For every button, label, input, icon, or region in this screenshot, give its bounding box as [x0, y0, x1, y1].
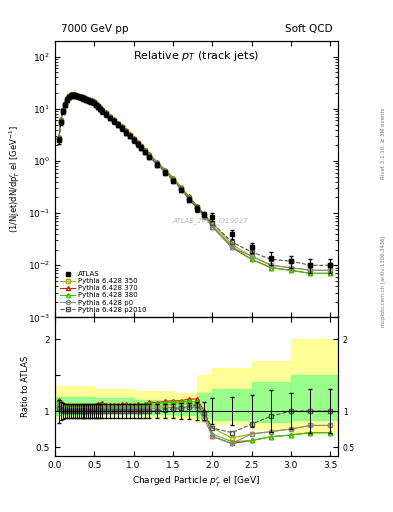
X-axis label: Charged Particle $p^{r}_{T}$ el [GeV]: Charged Particle $p^{r}_{T}$ el [GeV]: [132, 475, 261, 489]
Y-axis label: Ratio to ATLAS: Ratio to ATLAS: [21, 356, 30, 417]
Text: ATLAS_2011_I919017: ATLAS_2011_I919017: [173, 217, 248, 224]
Text: 7000 GeV pp: 7000 GeV pp: [61, 24, 128, 34]
Text: Rivet 3.1.10, ≥ 3M events: Rivet 3.1.10, ≥ 3M events: [381, 108, 386, 179]
Legend: ATLAS, Pythia 6.428 350, Pythia 6.428 370, Pythia 6.428 380, Pythia 6.428 p0, Py: ATLAS, Pythia 6.428 350, Pythia 6.428 37…: [59, 270, 148, 314]
Text: Soft QCD: Soft QCD: [285, 24, 332, 34]
Text: Relative $p_T$ (track jets): Relative $p_T$ (track jets): [133, 49, 260, 63]
Text: mcplots.cern.ch [arXiv:1306.3436]: mcplots.cern.ch [arXiv:1306.3436]: [381, 236, 386, 327]
Y-axis label: (1/Njet)dN/dp$^{r}_{T}$ el [GeV$^{-1}$]: (1/Njet)dN/dp$^{r}_{T}$ el [GeV$^{-1}$]: [7, 125, 22, 233]
